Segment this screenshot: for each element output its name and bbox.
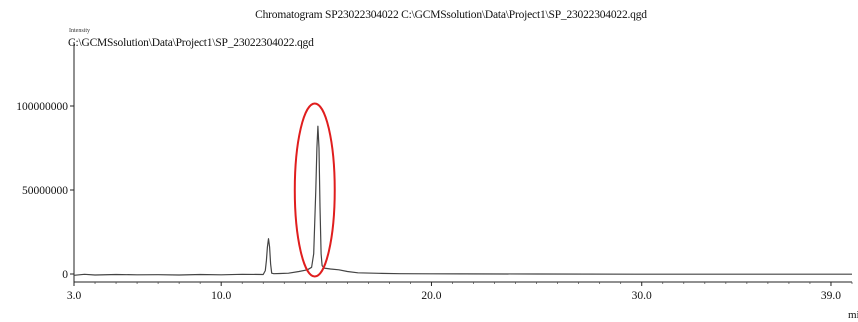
axes: 0 50000000 100000000 3.0 10.0 20.0 30.0 39.0 <box>16 42 853 302</box>
x-tick-label: 10.0 <box>211 290 231 302</box>
file-path-label: C:\GCMSsolution\Data\Project1\SP_2302230… <box>68 37 314 49</box>
x-tick-label: 39.0 <box>821 290 841 302</box>
y-tick-label: 0 <box>62 269 68 281</box>
series-group <box>73 125 852 276</box>
chromatogram-line <box>73 125 852 276</box>
x-tick-label: 30.0 <box>632 290 652 302</box>
x-tick-label: 20.0 <box>421 290 441 302</box>
y-tick-label: 100000000 <box>16 101 68 113</box>
y-axis-label: Intensity <box>69 28 90 34</box>
highlight-ellipse <box>293 102 336 278</box>
chart-title: Chromatogram SP23022304022 C:\GCMSsoluti… <box>255 9 647 21</box>
annotations <box>293 102 336 278</box>
y-tick-label: 50000000 <box>22 185 68 197</box>
x-axis-label: min <box>848 309 858 321</box>
x-tick-label: 3.0 <box>67 290 82 302</box>
